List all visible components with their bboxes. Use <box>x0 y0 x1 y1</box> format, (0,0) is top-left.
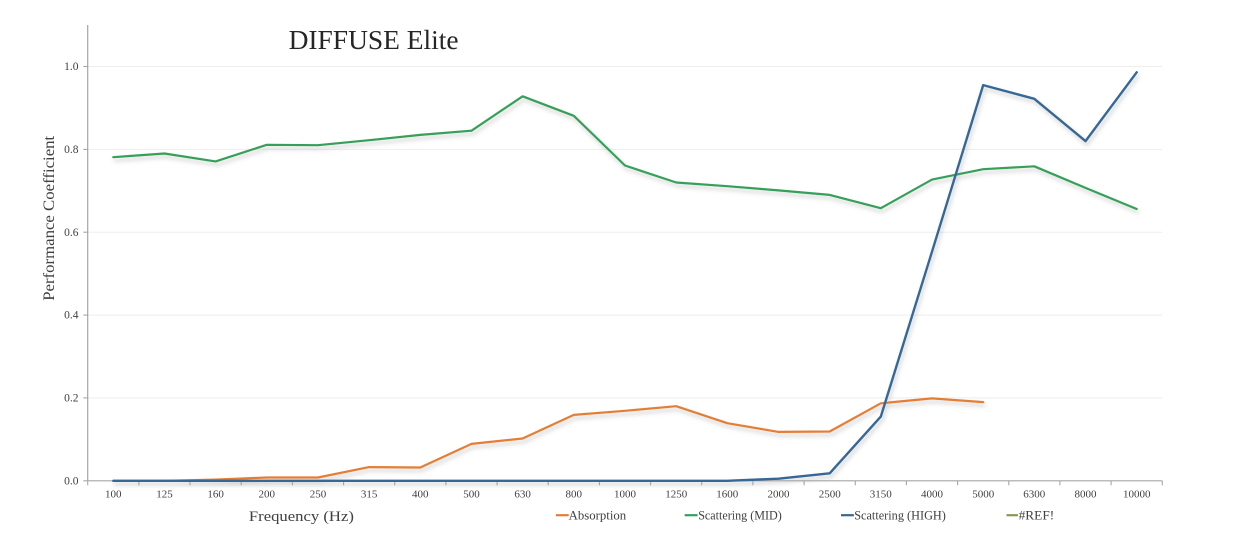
svg-text:0.4: 0.4 <box>64 310 79 322</box>
svg-text:800: 800 <box>566 489 583 501</box>
svg-text:160: 160 <box>207 489 224 501</box>
svg-text:10000: 10000 <box>1123 489 1151 501</box>
svg-text:Scattering (MID): Scattering (MID) <box>698 509 782 523</box>
svg-text:315: 315 <box>361 489 378 501</box>
svg-text:0.0: 0.0 <box>64 475 79 487</box>
svg-text:Scattering (HIGH): Scattering (HIGH) <box>854 509 946 523</box>
svg-text:125: 125 <box>156 489 173 501</box>
svg-text:250: 250 <box>310 489 327 501</box>
svg-text:1600: 1600 <box>716 489 739 501</box>
svg-text:3150: 3150 <box>870 489 893 501</box>
svg-text:Absorption: Absorption <box>569 509 627 523</box>
svg-text:1000: 1000 <box>614 489 637 501</box>
svg-text:5000: 5000 <box>972 489 995 501</box>
svg-text:4000: 4000 <box>921 489 944 501</box>
svg-text:630: 630 <box>514 489 531 501</box>
svg-text:2000: 2000 <box>768 489 791 501</box>
svg-text:Frequency (Hz): Frequency (Hz) <box>249 509 354 525</box>
svg-text:500: 500 <box>463 489 480 501</box>
svg-text:100: 100 <box>105 489 122 501</box>
svg-text:2500: 2500 <box>819 489 842 501</box>
svg-text:1.0: 1.0 <box>64 61 79 73</box>
svg-text:0.8: 0.8 <box>64 144 79 156</box>
svg-text:1250: 1250 <box>665 489 688 501</box>
svg-text:0.2: 0.2 <box>64 393 79 405</box>
svg-text:200: 200 <box>259 489 276 501</box>
svg-text:Performance Coefficient: Performance Coefficient <box>41 135 58 301</box>
svg-text:DIFFUSE Elite: DIFFUSE Elite <box>289 25 459 55</box>
svg-text:6300: 6300 <box>1023 489 1046 501</box>
svg-text:0.6: 0.6 <box>64 227 79 239</box>
svg-text:8000: 8000 <box>1075 489 1098 501</box>
svg-text:400: 400 <box>412 489 429 501</box>
svg-text:#REF!: #REF! <box>1019 509 1055 523</box>
